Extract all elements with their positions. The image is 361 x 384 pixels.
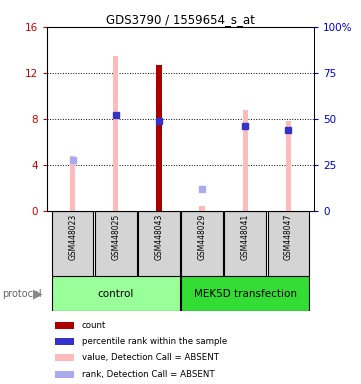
Title: GDS3790 / 1559654_s_at: GDS3790 / 1559654_s_at bbox=[106, 13, 255, 26]
Bar bbox=[181, 276, 309, 311]
Text: MEK5D transfection: MEK5D transfection bbox=[193, 289, 297, 299]
Bar bbox=[138, 211, 180, 276]
Bar bbox=[286, 121, 291, 211]
Text: rank, Detection Call = ABSENT: rank, Detection Call = ABSENT bbox=[82, 370, 214, 379]
Bar bbox=[95, 211, 136, 276]
Text: GSM448029: GSM448029 bbox=[197, 214, 206, 260]
Bar bbox=[55, 338, 74, 344]
Text: GSM448043: GSM448043 bbox=[155, 214, 164, 260]
Bar bbox=[181, 211, 223, 276]
Bar bbox=[55, 371, 74, 378]
Bar bbox=[200, 206, 205, 211]
Bar bbox=[243, 110, 248, 211]
Bar bbox=[156, 65, 161, 211]
Bar bbox=[225, 211, 266, 276]
Bar bbox=[52, 276, 180, 311]
Bar bbox=[70, 156, 75, 211]
Text: GSM448047: GSM448047 bbox=[284, 214, 293, 260]
Text: value, Detection Call = ABSENT: value, Detection Call = ABSENT bbox=[82, 353, 219, 362]
Text: protocol: protocol bbox=[2, 289, 42, 299]
Text: count: count bbox=[82, 321, 106, 330]
Bar bbox=[55, 322, 74, 329]
Bar bbox=[55, 354, 74, 361]
Text: GSM448025: GSM448025 bbox=[112, 214, 120, 260]
Text: control: control bbox=[98, 289, 134, 299]
Text: GSM448023: GSM448023 bbox=[68, 214, 77, 260]
Text: ▶: ▶ bbox=[32, 287, 42, 300]
Bar bbox=[268, 211, 309, 276]
Bar bbox=[52, 211, 93, 276]
Text: percentile rank within the sample: percentile rank within the sample bbox=[82, 337, 227, 346]
Bar bbox=[113, 56, 118, 211]
Text: GSM448041: GSM448041 bbox=[241, 214, 249, 260]
